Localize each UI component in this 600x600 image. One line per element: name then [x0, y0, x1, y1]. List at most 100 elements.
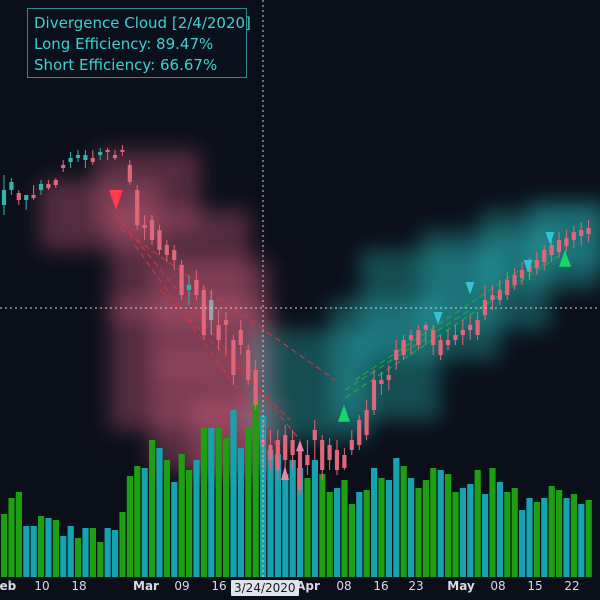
legend-short-efficiency: Short Efficiency: 66.67%: [34, 56, 218, 74]
volume-bar: [97, 542, 104, 578]
volume-bar: [304, 478, 311, 578]
candle-body: [379, 380, 384, 384]
candle-body: [268, 445, 273, 460]
x-tick-label: 15: [527, 579, 543, 593]
x-tick-label: 08: [490, 579, 506, 593]
volume-bar: [274, 454, 281, 578]
candle-body: [468, 325, 473, 330]
volume-bar: [496, 482, 503, 578]
volume-bar: [408, 478, 415, 578]
indicator-legend[interactable]: Divergence Cloud [2/4/2020] Long Efficie…: [27, 8, 251, 78]
candles-layer: [1, 145, 591, 495]
volume-bar: [82, 528, 89, 578]
volume-bar: [245, 428, 252, 578]
buy-signal-arrow: [338, 405, 350, 422]
candle-body: [246, 350, 251, 380]
volume-bar: [1, 514, 8, 578]
candle-body: [453, 335, 458, 340]
volume-bar: [504, 492, 511, 578]
candle-body: [1, 190, 7, 205]
candle-body: [371, 380, 377, 410]
candle-body: [31, 195, 36, 198]
buy-signal-arrow: [559, 250, 571, 267]
candle-body: [260, 440, 266, 445]
candle-body: [549, 245, 554, 255]
bear-divergence-line: [115, 214, 301, 441]
volume-bar: [556, 490, 563, 578]
x-tick-label: Feb: [0, 579, 17, 593]
candle-body: [157, 230, 162, 250]
volume-bar: [474, 470, 481, 578]
x-tick-label: 23: [408, 579, 424, 593]
volume-bar: [334, 488, 341, 578]
candle-body: [127, 165, 132, 182]
x-tick-label: 18: [71, 579, 87, 593]
candle-body: [542, 250, 547, 262]
volume-bar: [511, 488, 518, 578]
volume-bar: [112, 530, 119, 578]
candle-body: [312, 430, 317, 440]
bull-divergence-line: [344, 309, 471, 391]
candle-body: [216, 325, 221, 340]
volume-bar: [578, 504, 585, 578]
volume-bar: [8, 498, 15, 578]
volume-bar: [319, 474, 326, 578]
candle-body: [438, 340, 443, 355]
volume-bar: [30, 526, 37, 578]
x-tick-label: Apr: [296, 579, 320, 593]
volume-bar: [533, 502, 540, 578]
candle-body: [357, 420, 362, 445]
candle-body: [283, 435, 288, 460]
volume-bar: [193, 460, 200, 578]
bear-divergence-line: [159, 289, 291, 421]
x-tick-label: 16: [373, 579, 389, 593]
volume-bar: [200, 428, 207, 578]
x-tick-label: 10: [34, 579, 50, 593]
volume-bar: [89, 528, 96, 578]
buy-signal-arrow: [296, 440, 304, 452]
x-tick-label: 16: [211, 579, 227, 593]
volume-bar: [422, 480, 429, 578]
volume-bar: [311, 460, 318, 578]
candle-body: [46, 184, 51, 188]
candle-body: [209, 300, 214, 320]
volume-bar: [437, 470, 444, 578]
candle-body: [16, 193, 21, 200]
candle-body: [497, 290, 502, 300]
candle-body: [416, 330, 421, 345]
volume-bar: [289, 460, 296, 578]
volume-bar: [126, 476, 133, 578]
volume-bar: [156, 448, 163, 578]
sell-signal-arrow: [465, 282, 475, 295]
x-tick-label: Mar: [133, 579, 159, 593]
candle-body: [290, 440, 295, 455]
x-axis-bar: [0, 577, 600, 600]
candle-body: [564, 238, 569, 246]
candle-body: [394, 350, 399, 360]
volume-bar: [452, 492, 459, 578]
candle-body: [327, 445, 332, 460]
x-tick-label: 08: [336, 579, 352, 593]
candle-body: [320, 440, 325, 470]
sell-signal-arrow: [109, 190, 123, 210]
volume-layer: [1, 400, 592, 578]
sell-signal-arrow: [545, 232, 555, 245]
candle-body: [519, 270, 525, 278]
volume-bar: [563, 498, 570, 578]
x-tick-label: 22: [564, 579, 580, 593]
volume-bar: [178, 454, 185, 578]
candle-body: [512, 275, 517, 285]
volume-bar: [134, 466, 141, 578]
volume-bar: [519, 510, 526, 578]
volume-bar: [149, 440, 156, 578]
volume-bar: [230, 410, 237, 578]
volume-bar: [104, 528, 111, 578]
volume-bar: [186, 470, 193, 578]
volume-bar: [393, 458, 400, 578]
candle-body: [120, 150, 125, 152]
candle-body: [586, 228, 591, 234]
candle-body: [9, 182, 14, 190]
candle-body: [164, 245, 169, 255]
volume-bar: [445, 474, 452, 578]
